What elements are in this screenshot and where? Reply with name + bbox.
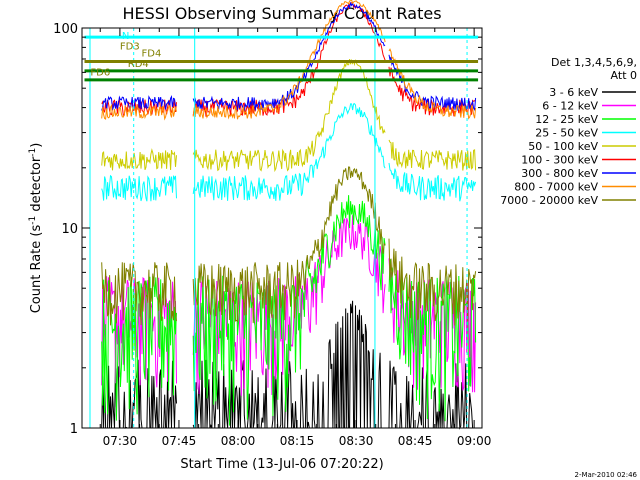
x-tick-label: 08:00 [221,434,256,448]
series-line-12-25kev [101,195,477,426]
annotation-label-fd3: FD3 [120,42,140,53]
legend-label: 800 - 7000 keV [514,181,598,194]
x-tick-label: 08:45 [398,434,433,448]
x-tick-label: 09:00 [457,434,492,448]
legend-label: 100 - 300 keV [521,154,598,167]
legend-label: 6 - 12 keV [542,100,598,113]
x-axis-label: Start Time (13-Jul-06 07:20:22) [180,457,383,472]
annotation-label-rd4: RD4 [128,59,149,70]
annotation-label-fd4: FD4 [142,49,162,60]
annotation-label-n: N [122,31,129,42]
legend-label: 300 - 800 keV [521,167,598,180]
x-tick-label: 07:30 [103,434,138,448]
legend-label: 25 - 50 keV [535,127,598,140]
legend-header-line1: Det 1,3,4,5,6,9, [551,56,637,69]
y-axis-label: Count Rate (s-1 detector-1) [28,143,44,314]
legend-label: 12 - 25 keV [535,113,598,126]
timestamp: 2-Mar-2010 02:46 [575,471,638,479]
x-tick-label: 07:45 [162,434,197,448]
series-line-800-7000kev [101,0,477,121]
y-tick-label: 10 [61,222,78,237]
series-layer [101,0,477,430]
chart-title: HESSI Observing Summary Count Rates [122,4,441,23]
annotation-label-fd6: FD6 [90,67,110,78]
axis-ticks: 07:30 07:45 08:00 08:15 08:30 08:45 09:00 1 10 10… [53,22,491,448]
x-tick-label: 08:15 [280,434,315,448]
legend-label: 50 - 100 keV [528,140,598,153]
series-line-7000-20000kev [101,166,477,326]
series-line-25-50kev [101,103,477,202]
series-line-50-100kev [101,58,477,173]
legend-label: 3 - 6 keV [549,86,598,99]
legend-header-line2: Att 0 [611,69,637,82]
y-tick-label: 100 [53,22,78,37]
x-tick-label: 08:30 [339,434,374,448]
legend-label: 7000 - 20000 keV [500,194,598,207]
y-tick-label: 1 [70,422,78,437]
